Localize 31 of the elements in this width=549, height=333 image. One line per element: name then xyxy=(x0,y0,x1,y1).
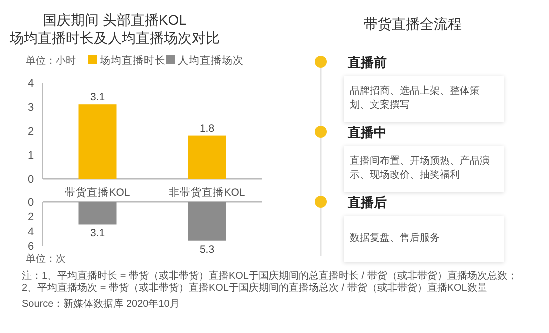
category-label: 直播后 xyxy=(348,194,387,212)
chart-subtitle: 场均直播时长及人均直播场次对比 xyxy=(9,30,220,46)
data-label: 5.3 xyxy=(200,244,215,256)
text: 直播间布置、开场预热、产品演示、现场改价、抽奖福利 xyxy=(344,146,504,192)
chart-title: 国庆期间 头部直播KOL xyxy=(43,12,188,28)
y-axis-title: 单位：次 xyxy=(26,253,66,265)
source-note: Source：新媒体数据库 2020年10月 xyxy=(22,299,181,311)
x-tick-label: 非带货直播KOL xyxy=(169,186,246,199)
y-tick-label: 4 xyxy=(28,226,34,238)
y-tick-label: 2 xyxy=(28,212,34,224)
y-axis-title: 单位：小时 xyxy=(26,55,76,67)
data-label: 1.8 xyxy=(200,122,215,135)
category-label: 直播前 xyxy=(348,54,387,72)
text: 注：1、平均直播时长 = 带货（或非带货）直播KOL于国庆期间的总直播时长 / 带货（或非带货）直播场次总数； xyxy=(22,271,518,282)
y-tick-label: 1 xyxy=(28,150,34,162)
y-tick-label: 0 xyxy=(28,197,34,209)
text: 2、平均直播场次 = 带货（或非带货）直播KOL于国庆期间的直播场总次 / 带货（或非带货）直播KOL数量 xyxy=(22,283,488,295)
data-label: 3.1 xyxy=(90,92,106,104)
x-tick-label: 带货直播KOL xyxy=(65,186,130,199)
text: 带货直播全流程 xyxy=(363,16,463,34)
y-tick-label: 4 xyxy=(28,78,34,90)
text: 品牌招商、选品上架、整体策划、文案撰写 xyxy=(344,76,504,122)
y-tick-label: 0 xyxy=(28,174,34,186)
legend-label: 人均直播场次 xyxy=(178,54,244,67)
y-tick-label: 2 xyxy=(28,126,34,138)
text: 数据复盘、售后服务 xyxy=(344,216,504,262)
y-tick-label: 6 xyxy=(28,241,34,253)
legend-label: 场均直播时长 xyxy=(99,54,166,67)
y-tick-label: 3 xyxy=(28,102,34,114)
category-label: 直播中 xyxy=(348,124,387,142)
data-label: 3.1 xyxy=(90,228,106,240)
